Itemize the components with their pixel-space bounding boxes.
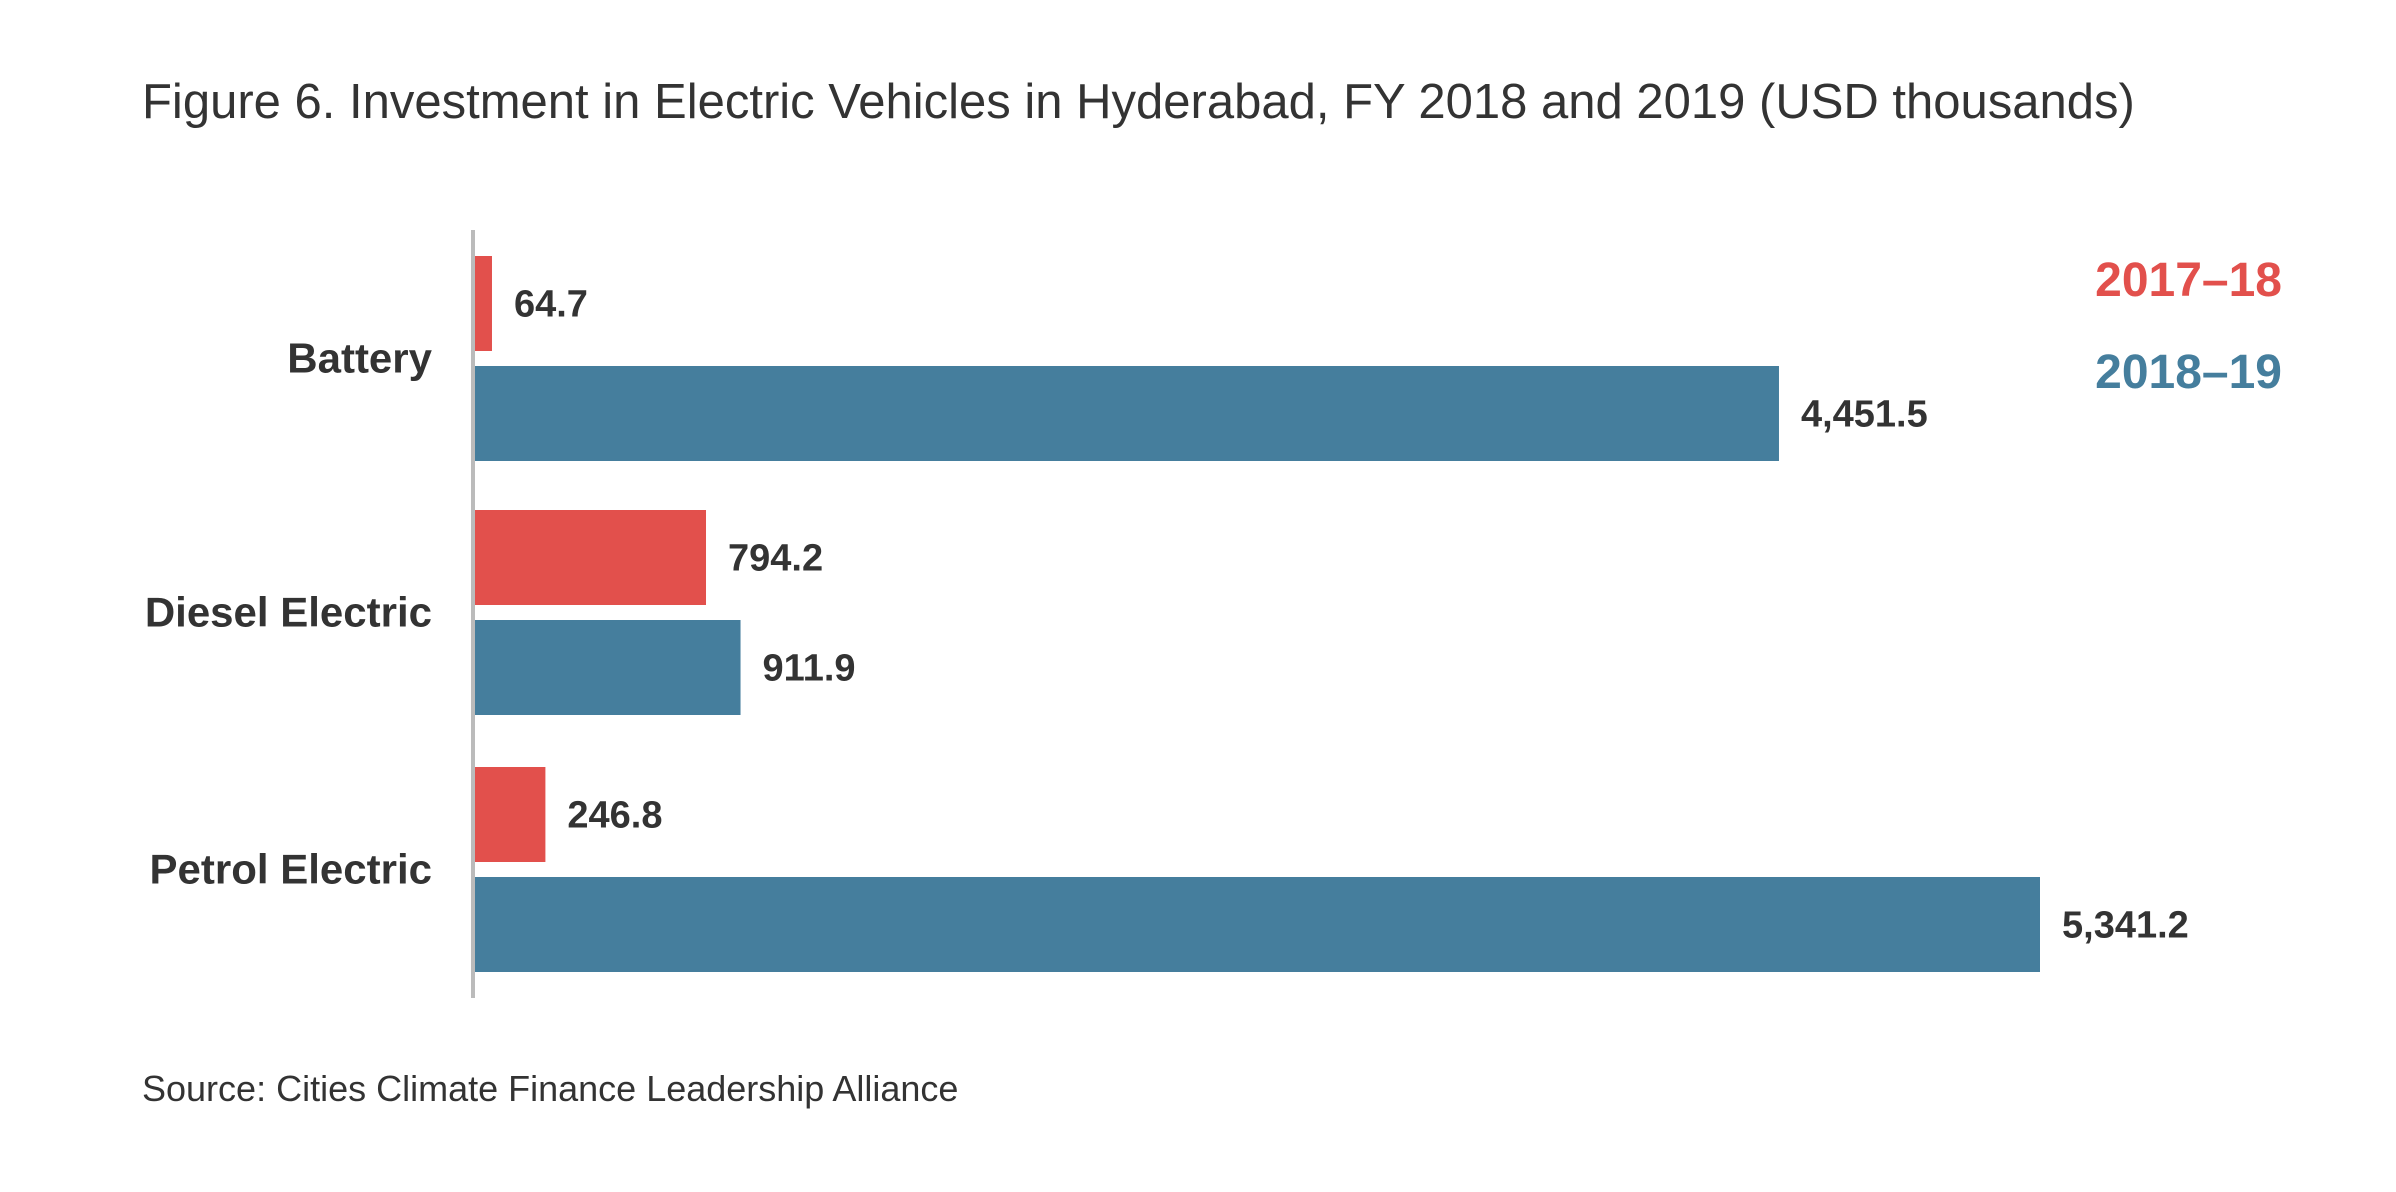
legend-item-2018-19: 2018–19 bbox=[2095, 346, 2282, 399]
bar-diesel-electric-2018-19 bbox=[473, 620, 741, 715]
bar-battery-2017-18 bbox=[473, 256, 492, 351]
category-label-petrol-electric: Petrol Electric bbox=[150, 846, 432, 893]
bar-diesel-electric-2017-18 bbox=[473, 510, 707, 605]
legend-item-2017-18: 2017–18 bbox=[2095, 254, 2282, 307]
value-label-diesel-electric-2018-19: 911.9 bbox=[763, 648, 856, 690]
value-label-battery-2018-19: 4,451.5 bbox=[1801, 394, 1928, 436]
bar-battery-2018-19 bbox=[473, 366, 1779, 461]
category-label-battery: Battery bbox=[287, 335, 432, 382]
value-label-battery-2017-18: 64.7 bbox=[514, 284, 588, 326]
bar-petrol-electric-2017-18 bbox=[473, 767, 546, 862]
chart-title: Figure 6. Investment in Electric Vehicle… bbox=[142, 75, 2135, 129]
bars-group bbox=[473, 256, 2040, 972]
labels-group: 64.7 4,451.5 Battery 794.2 911.9 Diesel Elect… bbox=[145, 284, 2189, 947]
value-label-petrol-electric-2018-19: 5,341.2 bbox=[2062, 905, 2189, 947]
legend: 2017–18 2018–19 bbox=[2095, 254, 2282, 399]
bar-petrol-electric-2018-19 bbox=[473, 877, 2040, 972]
value-label-petrol-electric-2017-18: 246.8 bbox=[567, 795, 662, 837]
source-note: Source: Cities Climate Finance Leadershi… bbox=[142, 1068, 959, 1109]
category-label-diesel-electric: Diesel Electric bbox=[145, 589, 432, 636]
value-label-diesel-electric-2017-18: 794.2 bbox=[728, 538, 823, 580]
